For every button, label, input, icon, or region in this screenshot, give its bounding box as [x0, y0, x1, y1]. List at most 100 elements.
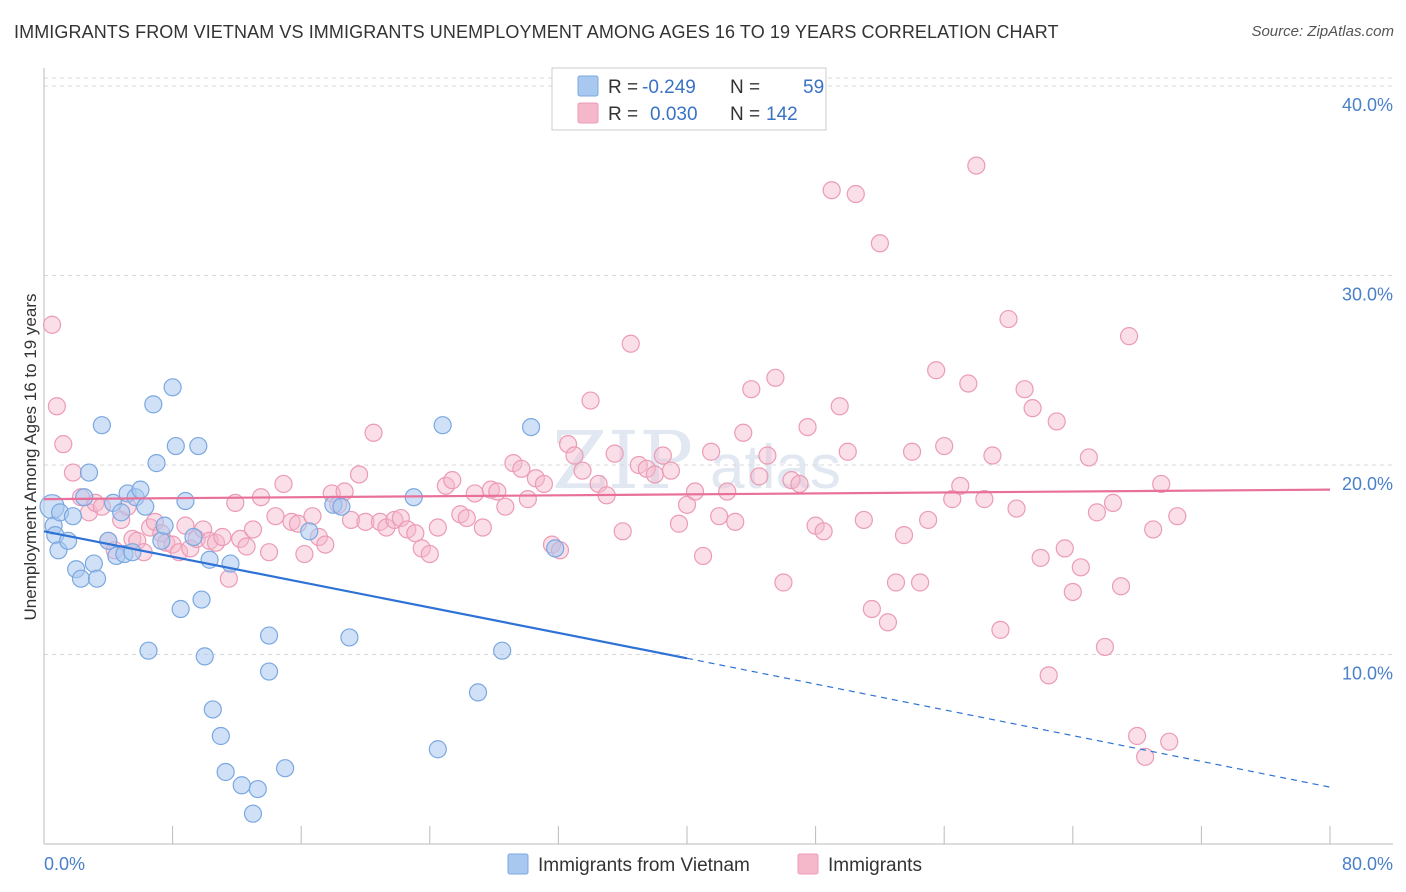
x-tick-max: 80.0%	[1342, 854, 1393, 874]
bottom-legend-label-immigrants: Immigrants	[828, 855, 922, 876]
immigrants-point	[862, 599, 881, 619]
source-credit: Source: ZipAtlas.com	[1251, 23, 1394, 40]
legend-swatch-blue	[577, 75, 599, 97]
legend-n-label-1: N =	[730, 77, 760, 98]
immigrants-point	[959, 374, 978, 393]
immigrants-point	[1136, 747, 1155, 766]
immigrants-point	[54, 435, 73, 454]
vietnam-point	[332, 497, 351, 516]
vietnam-point	[195, 647, 214, 666]
immigrants-trend-line	[43, 488, 1331, 501]
immigrants-point	[822, 181, 841, 200]
trend-lines	[43, 488, 1331, 788]
immigrants-point	[838, 442, 857, 461]
vietnam-point	[340, 628, 359, 647]
immigrants-point	[605, 444, 624, 463]
immigrants-point	[1031, 548, 1050, 567]
legend-r-value-2: 0.030	[650, 104, 698, 125]
immigrants-point	[1079, 448, 1098, 467]
immigrants-point	[518, 490, 537, 509]
immigrants-point	[481, 480, 500, 499]
immigrants-point	[975, 490, 994, 509]
series-legend: Immigrants from Vietnam Immigrants	[507, 853, 922, 876]
x-tick-min: 0.0%	[44, 854, 85, 874]
immigrants-point	[219, 569, 238, 588]
immigrants-point	[1127, 726, 1147, 746]
immigrants-point	[870, 234, 890, 253]
vietnam-point	[184, 527, 203, 547]
immigrants-point	[1071, 558, 1090, 577]
immigrants-point	[341, 510, 361, 530]
immigrants-point	[465, 484, 484, 503]
immigrants-point	[967, 156, 986, 175]
immigrants-point	[573, 461, 592, 480]
vietnam-point	[144, 395, 163, 414]
vietnam-point	[147, 454, 166, 473]
immigrants-point	[1103, 493, 1123, 512]
vietnam-trend-line	[43, 530, 688, 660]
bottom-legend-label-vietnam: Immigrants from Vietnam	[538, 855, 750, 876]
immigrants-point	[910, 573, 930, 592]
legend-n-value-2: 142	[766, 104, 798, 125]
immigrants-point	[385, 510, 404, 530]
vietnam-point	[92, 416, 111, 435]
immigrants-point	[935, 436, 954, 456]
legend-swatch-pink	[577, 102, 599, 124]
immigrants-point	[919, 510, 938, 530]
immigrants-point	[356, 512, 375, 531]
immigrants-point	[243, 520, 263, 539]
vietnam-point	[163, 378, 182, 397]
immigrants-point	[661, 461, 681, 480]
immigrants-point	[42, 315, 62, 334]
immigrants-point	[886, 573, 906, 592]
immigrants-point	[581, 391, 600, 410]
immigrants-point	[1144, 520, 1163, 539]
vietnam-point	[493, 641, 512, 660]
immigrants-point	[774, 573, 793, 592]
immigrants-point	[734, 423, 753, 442]
immigrants-point	[685, 482, 705, 501]
immigrants-point	[1063, 582, 1082, 602]
vietnam-point	[171, 599, 190, 619]
immigrants-point	[951, 476, 970, 495]
immigrants-point	[693, 546, 713, 566]
immigrants-point	[1168, 507, 1187, 526]
vietnam-point	[84, 554, 103, 573]
vietnam-point	[99, 531, 118, 550]
immigrants-point	[303, 507, 322, 526]
legend-r-value-1: -0.249	[642, 77, 696, 98]
gridlines	[44, 77, 1393, 655]
immigrants-point	[1087, 503, 1107, 522]
immigrants-point	[1160, 732, 1179, 751]
immigrants-point	[718, 482, 737, 501]
legend-n-value-1: 59	[803, 77, 824, 98]
immigrants-point	[349, 465, 369, 484]
immigrants-point	[653, 446, 672, 465]
y-tick-label: 30.0%	[1342, 285, 1393, 305]
immigrants-point	[1007, 499, 1026, 518]
immigrants-point	[1047, 412, 1066, 431]
immigrants-point	[1015, 380, 1034, 399]
immigrants-point	[443, 471, 462, 490]
vietnam-point	[211, 726, 230, 746]
vietnam-points	[39, 378, 565, 823]
immigrants-point	[231, 529, 250, 549]
immigrants-point	[274, 474, 293, 494]
y-tick-label: 20.0%	[1342, 474, 1393, 494]
immigrants-point	[473, 518, 492, 537]
immigrants-point	[766, 368, 785, 387]
immigrants-point	[1055, 539, 1074, 558]
vietnam-point	[189, 436, 208, 456]
immigrants-point	[565, 446, 584, 465]
chart-title: IMMIGRANTS FROM VIETNAM VS IMMIGRANTS UN…	[14, 22, 1059, 42]
vietnam-point	[276, 759, 295, 778]
immigrants-point	[496, 497, 515, 516]
immigrants-point	[742, 380, 761, 399]
immigrants-point	[726, 512, 745, 531]
immigrants-point	[47, 397, 66, 416]
vietnam-point	[155, 516, 174, 535]
immigrants-point	[983, 446, 1002, 465]
bottom-legend-swatch-pink	[797, 853, 819, 875]
immigrants-point	[1119, 327, 1139, 346]
immigrants-point	[710, 507, 729, 526]
